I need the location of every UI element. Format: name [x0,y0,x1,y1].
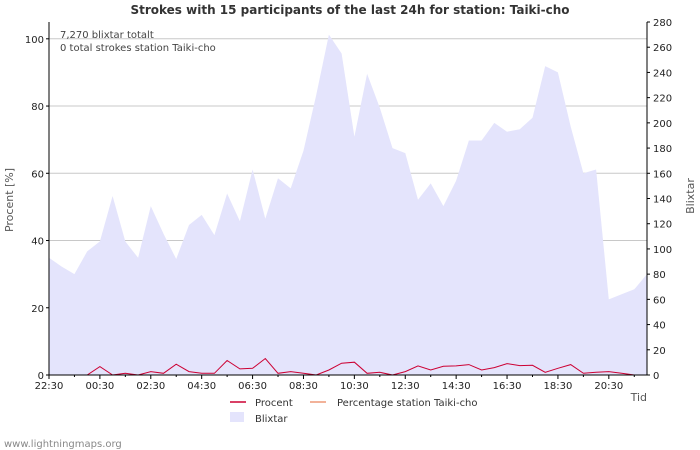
annotation-station-strokes: 0 total strokes station Taiki-cho [60,43,216,54]
y-right-tick-label: 80 [653,270,666,281]
legend-blixtar-label: Blixtar [255,414,288,425]
x-tick-label: 22:30 [35,381,64,392]
y-axis-right-ticks: 0 20 40 60 80 100 120 140 160 180 200 220 240 260 280 [647,18,672,382]
y-right-tick-label: 160 [653,169,672,180]
x-tick-label: 10:30 [340,381,369,392]
y-left-tick-label: 80 [31,102,44,113]
y-left-tick-label: 40 [31,237,44,248]
y-axis-right-label: Blixtar [684,178,697,214]
series-procent-line [49,357,647,376]
y-right-tick-label: 180 [653,144,672,155]
annotation-total-strokes: 7,270 blixtar totalt [60,30,154,41]
y-left-tick-label: 60 [31,169,44,180]
footer-source: www.lightningmaps.org [4,439,122,450]
x-tick-label: 12:30 [391,381,420,392]
x-axis-ticks: 22:30 00:30 02:30 04:30 06:30 08:30 10:30 12:30… [35,375,635,392]
y-left-tick-label: 0 [38,371,44,382]
legend-station-label: Percentage station Taiki-cho [337,398,478,409]
x-tick-label: 06:30 [238,381,267,392]
x-tick-label: 16:30 [493,381,522,392]
y-right-tick-label: 260 [653,43,672,54]
series-blixtar-area [49,34,647,375]
legend-blixtar-swatch [230,412,244,422]
y-right-tick-label: 0 [653,371,659,382]
x-tick-label: 00:30 [85,381,114,392]
y-axis-left-ticks: 0 20 40 60 80 100 [25,35,49,382]
chart-title: Strokes with 15 participants of the last… [130,3,569,17]
y-right-tick-label: 220 [653,94,672,105]
y-right-tick-label: 60 [653,295,666,306]
x-tick-label: 14:30 [442,381,471,392]
y-right-tick-label: 20 [653,346,666,357]
x-axis-label: Tid [630,391,647,404]
legend: Procent Percentage station Taiki-cho Bli… [230,398,478,425]
y-right-tick-label: 100 [653,245,672,256]
y-axis-left-label: Procent [%] [3,168,16,232]
y-right-tick-label: 40 [653,321,666,332]
y-right-tick-label: 120 [653,220,672,231]
x-tick-label: 20:30 [594,381,623,392]
y-right-tick-label: 280 [653,18,672,29]
x-tick-label: 18:30 [544,381,573,392]
y-right-tick-label: 200 [653,119,672,130]
x-tick-label: 04:30 [187,381,216,392]
y-left-tick-label: 20 [31,304,44,315]
y-right-tick-label: 140 [653,195,672,206]
y-right-tick-label: 240 [653,68,672,79]
y-left-tick-label: 100 [25,35,44,46]
x-tick-label: 02:30 [136,381,165,392]
x-tick-label: 08:30 [289,381,318,392]
legend-procent-label: Procent [255,398,293,409]
